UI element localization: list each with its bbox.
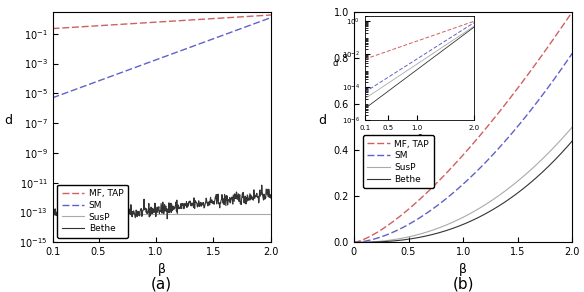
X-axis label: β: β	[459, 263, 467, 276]
Text: (a): (a)	[151, 277, 172, 291]
Y-axis label: d: d	[4, 114, 12, 127]
Legend: MF, TAP, SM, SusP, Bethe: MF, TAP, SM, SusP, Bethe	[57, 185, 128, 238]
X-axis label: β: β	[158, 263, 166, 276]
Legend: MF, TAP, SM, SusP, Bethe: MF, TAP, SM, SusP, Bethe	[363, 135, 433, 188]
Text: (b): (b)	[453, 277, 474, 291]
Y-axis label: d: d	[319, 114, 326, 127]
